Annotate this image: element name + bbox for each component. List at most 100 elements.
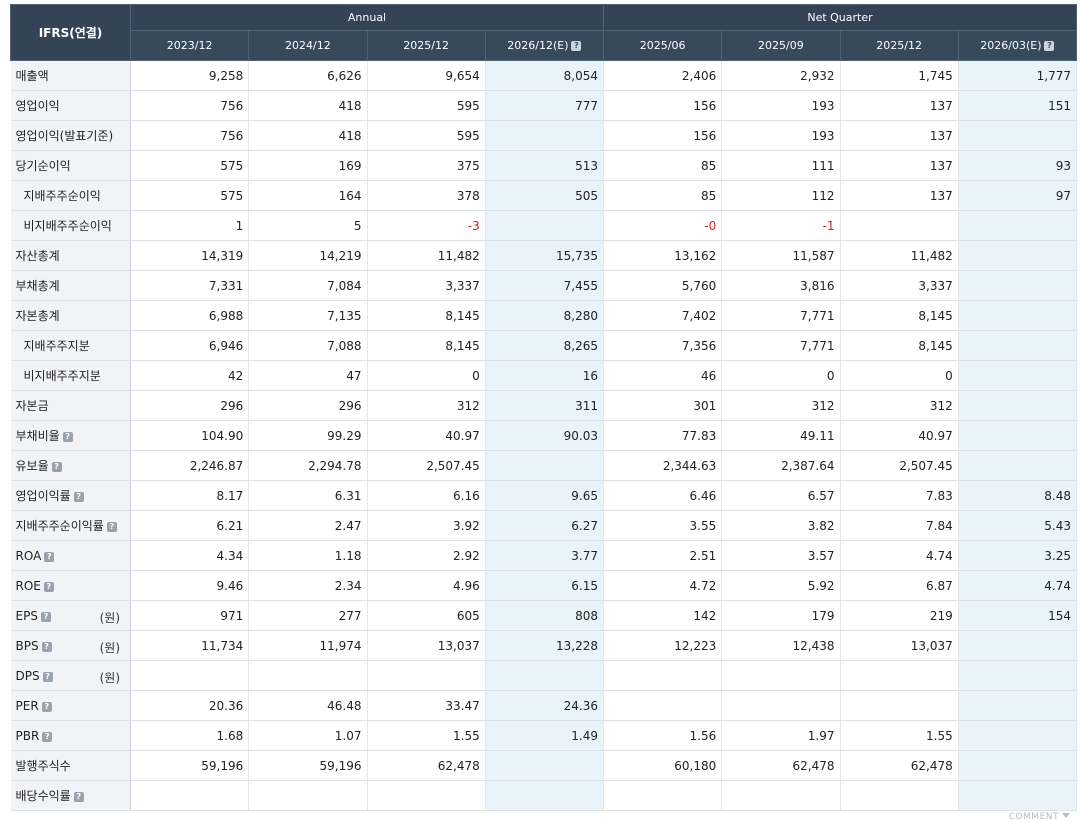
table-cell: 111: [721, 150, 841, 181]
table-cell: [958, 390, 1078, 421]
table-cell: [958, 720, 1078, 751]
column-header-label: 2025/09: [758, 39, 804, 52]
row-label: 배당수익률?: [10, 780, 131, 811]
table-cell: 1.18: [248, 540, 368, 571]
table-cell: [248, 780, 368, 811]
table-cell: 6.15: [485, 570, 605, 601]
help-icon[interactable]: ?: [73, 492, 84, 502]
table-cell: 59,196: [248, 750, 368, 781]
table-cell: 1.68: [130, 720, 250, 751]
financial-table-wrapper: IFRS(연결) Annual Net Quarter 2023/12 2024/…: [10, 4, 1078, 811]
table-cell: 6.87: [840, 570, 959, 601]
row-label-text: 부채총계: [15, 279, 60, 293]
table-cell: 12,438: [721, 630, 841, 661]
column-header: 2025/09: [721, 30, 841, 61]
help-icon[interactable]: ?: [42, 731, 53, 742]
help-icon[interactable]: ?: [1044, 41, 1055, 51]
table-row: 영업이익 756 418 595 777 156 193 137 151: [10, 90, 1078, 121]
table-cell: [958, 690, 1078, 721]
table-cell: 2,344.63: [603, 450, 723, 481]
table-cell: 808: [485, 600, 605, 631]
table-cell: 971: [130, 600, 250, 631]
table-cell: 99.29: [248, 420, 368, 451]
table-cell: 6.57: [721, 480, 841, 511]
help-icon[interactable]: ?: [62, 432, 73, 442]
help-icon[interactable]: ?: [73, 792, 84, 802]
help-icon[interactable]: ?: [41, 701, 52, 712]
table-cell: 7,331: [130, 270, 250, 301]
table-cell: 3.82: [721, 510, 841, 541]
row-label-text: 자본총계: [15, 309, 60, 323]
table-cell: 47: [248, 360, 368, 391]
table-cell: 0: [840, 360, 959, 391]
help-icon[interactable]: ?: [43, 581, 54, 592]
table-cell: [958, 120, 1078, 151]
table-cell: 6.21: [130, 510, 250, 541]
table-cell: 575: [130, 180, 250, 211]
table-cell: 62,478: [721, 750, 841, 781]
table-cell: 8,054: [485, 60, 605, 91]
table-row: 지배주주순이익률? 6.21 2.47 3.92 6.27 3.55 3.82 7.84 5.4…: [10, 510, 1078, 541]
table-cell: [958, 360, 1078, 391]
table-cell: [721, 780, 841, 811]
help-icon[interactable]: ?: [106, 522, 117, 532]
table-row: ROA? 4.34 1.18 2.92 3.77 2.51 3.57 4.74 3.25: [10, 540, 1078, 571]
chevron-down-icon: [1062, 813, 1070, 818]
table-cell: 104.90: [130, 420, 250, 451]
row-label: BPS? (원): [10, 630, 131, 661]
table-cell: [958, 450, 1078, 481]
table-cell: [485, 210, 605, 241]
table-cell: 7,088: [248, 330, 368, 361]
help-icon[interactable]: ?: [42, 671, 53, 682]
help-icon[interactable]: ?: [571, 41, 582, 51]
comment-toggle[interactable]: COMMENT: [1009, 812, 1070, 822]
table-cell: 7,356: [603, 330, 723, 361]
row-label: 당기순이익: [10, 150, 131, 181]
row-label: DPS? (원): [10, 660, 131, 691]
table-cell: 595: [367, 120, 486, 151]
table-cell: 14,219: [248, 240, 368, 271]
help-icon[interactable]: ?: [41, 641, 52, 652]
table-cell: 7,402: [603, 300, 723, 331]
table-row: 유보율? 2,246.87 2,294.78 2,507.45 2,344.63 2,38…: [10, 450, 1078, 481]
table-cell: [840, 210, 959, 241]
table-cell: 3.92: [367, 510, 486, 541]
table-row: 부채총계 7,331 7,084 3,337 7,455 5,760 3,816 3,337: [10, 270, 1078, 301]
row-label-text: 영업이익률: [15, 489, 71, 503]
table-row: 영업이익률? 8.17 6.31 6.16 9.65 6.46 6.57 7.83 8.48: [10, 480, 1078, 511]
help-icon[interactable]: ?: [51, 462, 62, 472]
table-cell: 11,974: [248, 630, 368, 661]
table-cell: -1: [721, 210, 841, 241]
table-cell: [130, 780, 250, 811]
table-cell: [958, 780, 1078, 811]
row-label-text: 비지배주주지분: [23, 369, 101, 383]
table-cell: 4.34: [130, 540, 250, 571]
column-header: 2026/03(E)?: [957, 30, 1078, 61]
help-icon[interactable]: ?: [40, 611, 51, 622]
table-cell: 2,294.78: [248, 450, 368, 481]
column-header: 2025/06: [602, 30, 723, 61]
row-unit: (원): [99, 641, 120, 655]
row-label: 비지배주주지분: [10, 360, 131, 391]
help-icon[interactable]: ?: [44, 551, 55, 562]
table-cell: 1.55: [367, 720, 486, 751]
table-cell: 4.96: [367, 570, 486, 601]
table-cell: 756: [130, 90, 250, 121]
table-cell: 77.83: [603, 420, 723, 451]
table-cell: 4.74: [958, 570, 1078, 601]
table-cell: [721, 660, 841, 691]
table-cell: 2.92: [367, 540, 486, 571]
ifrs-header: IFRS(연결): [10, 4, 131, 61]
table-cell: 2.51: [603, 540, 723, 571]
table-cell: 5,760: [603, 270, 723, 301]
table-cell: 8,145: [840, 330, 959, 361]
row-label: 매출액: [10, 60, 131, 91]
table-row: ROE? 9.46 2.34 4.96 6.15 4.72 5.92 6.87 4.74: [10, 570, 1078, 601]
row-label: 자산총계: [10, 240, 131, 271]
table-cell: [485, 660, 605, 691]
column-header-label: 2025/12: [403, 39, 449, 52]
table-cell: [367, 780, 486, 811]
table-row: 자산총계 14,319 14,219 11,482 15,735 13,162 11,587…: [10, 240, 1078, 271]
row-label: PER?: [10, 690, 131, 721]
table-row: 지배주주순이익 575 164 378 505 85 112 137 97: [10, 180, 1078, 211]
